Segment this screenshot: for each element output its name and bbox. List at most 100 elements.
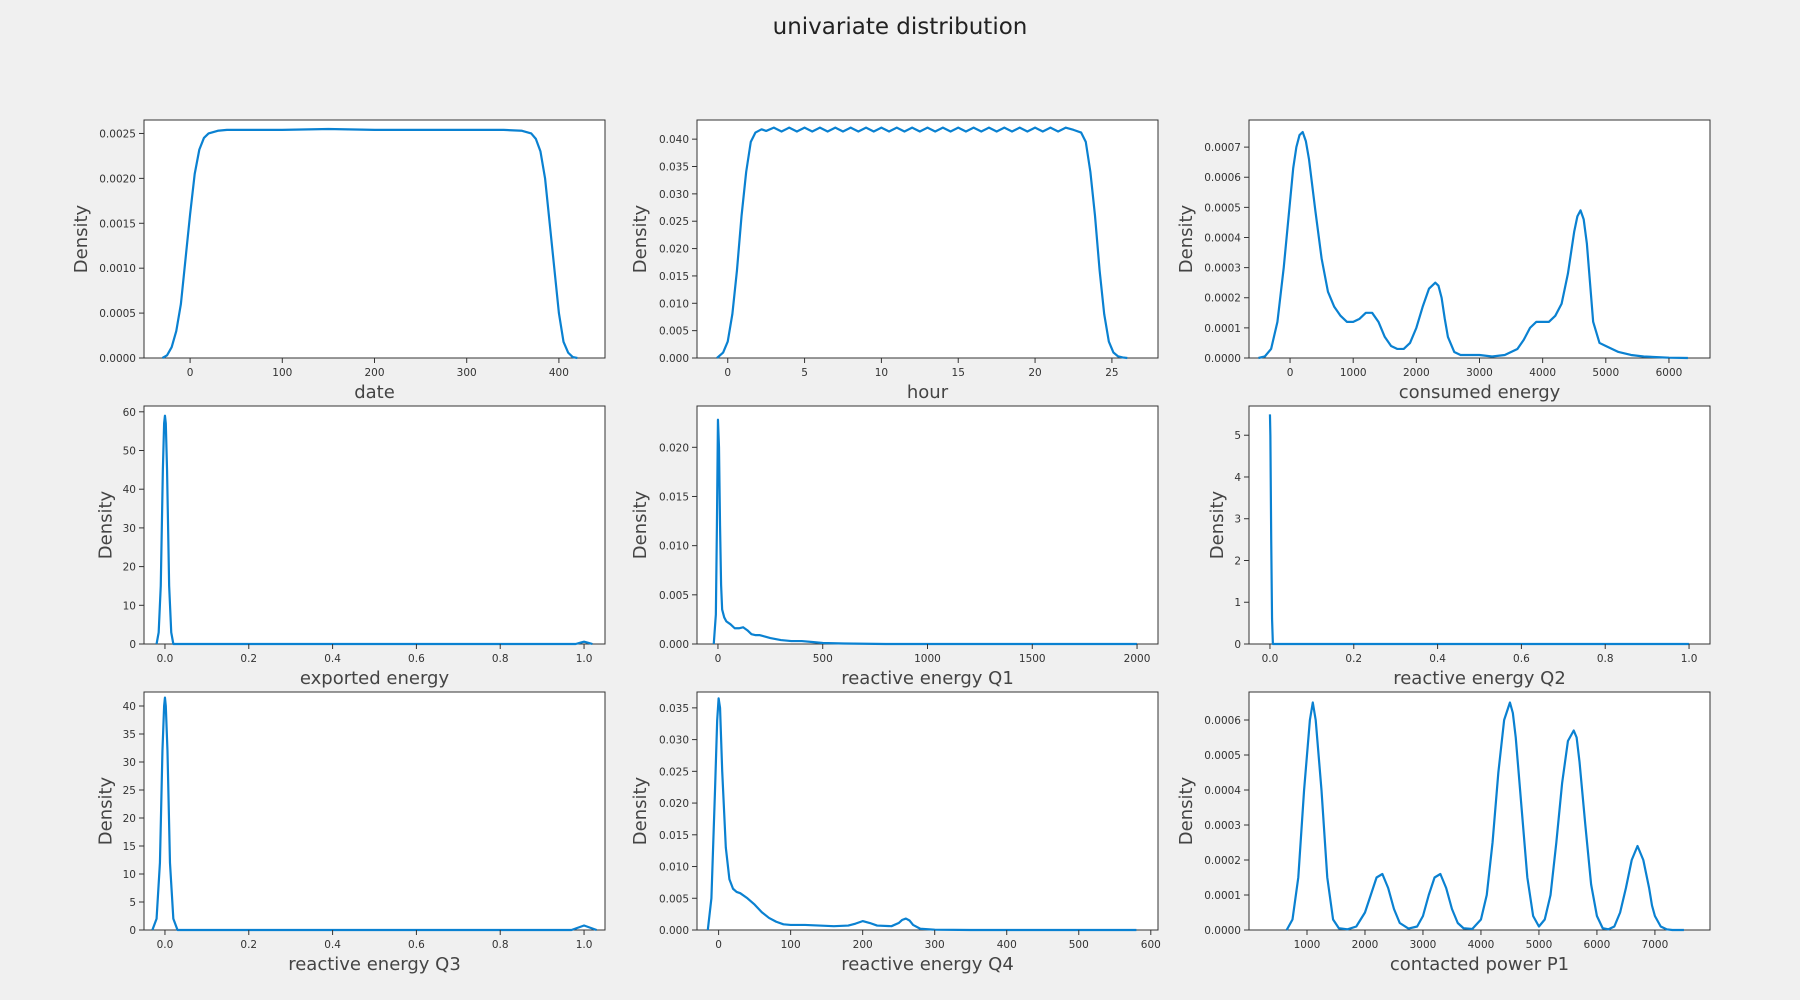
subplot-7: 0.0 0.2 0.4 0.6 0.8 1.0 0 5 10 15 20 25 30 35 40 reacti…: [96, 691, 606, 975]
y-tick-label: 0.035: [659, 162, 689, 174]
plot-area: [143, 119, 606, 359]
x-tick-label: 0: [187, 367, 194, 379]
x-tick-label: 3000: [1466, 367, 1493, 379]
x-tick-label: 2000: [1124, 653, 1151, 665]
x-tick-label: 25: [1105, 367, 1118, 379]
figure-title: univariate distribution: [772, 14, 1028, 40]
y-tick-label: 0: [129, 925, 136, 937]
y-axis-label: Density: [1207, 490, 1228, 559]
y-axis-label: Density: [1176, 776, 1197, 845]
x-tick-label: 100: [272, 367, 292, 379]
y-tick-label: 40: [123, 484, 136, 496]
y-tick-label: 0.0001: [1204, 323, 1241, 335]
y-axis-label: Density: [96, 490, 117, 559]
y-tick-label: 25: [123, 785, 136, 797]
x-tick-label: 6000: [1584, 939, 1611, 951]
y-tick-label: 0.030: [659, 189, 689, 201]
x-axis-label: reactive energy Q3: [288, 954, 461, 975]
density-curve: [716, 126, 1128, 360]
x-tick-label: 10: [875, 367, 888, 379]
y-tick-label: 0.035: [659, 703, 689, 715]
y-axis-label: Density: [630, 204, 651, 273]
subplot-1: 0 100 200 300 400 0.0000 0.0005 0.0010 0.0015 0.0…: [71, 119, 606, 403]
subplot-2: 0 5 10 15 20 25 0.000 0.005 0.010 0.015 0.020 0.025…: [630, 119, 1159, 403]
y-tick-label: 0.005: [659, 893, 689, 905]
y-tick-label: 4: [1234, 472, 1241, 484]
y-tick-label: 0.0003: [1204, 820, 1241, 832]
y-tick-label: 0.005: [659, 590, 689, 602]
x-tick-label: 400: [549, 367, 569, 379]
x-tick-label: 0.2: [240, 939, 257, 951]
density-curve: [161, 127, 578, 360]
y-tick-label: 35: [123, 729, 136, 741]
y-tick-label: 0.000: [659, 925, 689, 937]
plot-area: [696, 119, 1159, 359]
density-curve: [1268, 414, 1690, 646]
y-tick-label: 15: [123, 841, 136, 853]
x-tick-label: 1500: [1019, 653, 1046, 665]
y-tick-label: 0.0002: [1204, 855, 1241, 867]
plot-area: [143, 405, 606, 645]
subplot-9: 1000 2000 3000 4000 5000 6000 7000 0.0000 0.0001…: [1176, 691, 1711, 975]
x-tick-label: 1.0: [576, 939, 593, 951]
x-tick-label: 500: [813, 653, 833, 665]
y-tick-label: 0.0004: [1204, 232, 1241, 244]
y-tick-label: 0: [129, 639, 136, 651]
y-tick-label: 0.0004: [1204, 785, 1241, 797]
x-axis-label: reactive energy Q2: [1393, 668, 1566, 689]
y-tick-label: 0.015: [659, 491, 689, 503]
x-tick-label: 6000: [1656, 367, 1683, 379]
y-tick-label: 0.0015: [99, 218, 136, 230]
plot-area: [143, 691, 606, 931]
y-tick-label: 0.040: [659, 134, 689, 146]
y-tick-label: 0.0000: [1204, 353, 1241, 365]
subplot-8: 0 100 200 300 400 500 600 0.000 0.005 0.010 0.015 0…: [630, 691, 1161, 975]
y-tick-label: 0.0010: [99, 263, 136, 275]
y-tick-label: 2: [1234, 555, 1241, 567]
x-tick-label: 1.0: [576, 653, 593, 665]
y-tick-label: 20: [123, 813, 136, 825]
x-tick-label: 0: [724, 367, 731, 379]
y-tick-label: 0.0025: [99, 128, 136, 140]
x-tick-label: 0.6: [408, 939, 425, 951]
y-tick-label: 0.0000: [1204, 925, 1241, 937]
y-tick-label: 0.020: [659, 442, 689, 454]
x-tick-label: 2000: [1352, 939, 1379, 951]
y-tick-label: 3: [1234, 514, 1241, 526]
y-tick-label: 0.025: [659, 216, 689, 228]
x-tick-label: 0.2: [240, 653, 257, 665]
x-axis-label: consumed energy: [1399, 382, 1561, 403]
y-tick-label: 0.010: [659, 298, 689, 310]
x-tick-label: 5000: [1592, 367, 1619, 379]
x-tick-label: 0.8: [1597, 653, 1614, 665]
y-tick-label: 0.0000: [99, 353, 136, 365]
x-axis-label: date: [354, 382, 395, 403]
y-tick-label: 0.0007: [1204, 142, 1241, 154]
x-tick-label: 0: [715, 939, 722, 951]
y-tick-label: 30: [123, 757, 136, 769]
x-tick-label: 1000: [1340, 367, 1367, 379]
y-tick-label: 0.0006: [1204, 172, 1241, 184]
y-tick-label: 0.0002: [1204, 293, 1241, 305]
x-tick-label: 20: [1028, 367, 1041, 379]
plot-area: [1248, 405, 1711, 645]
y-tick-label: 0.0001: [1204, 890, 1241, 902]
density-curve: [155, 414, 593, 646]
density-curve: [712, 418, 1138, 646]
x-tick-label: 5000: [1526, 939, 1553, 951]
y-tick-label: 0.020: [659, 798, 689, 810]
subplot-6: 0.0 0.2 0.4 0.6 0.8 1.0 0 1 2 3 4 5 reactive energy …: [1207, 405, 1711, 689]
x-tick-label: 0.4: [324, 939, 341, 951]
x-tick-label: 400: [997, 939, 1017, 951]
x-tick-label: 0.0: [157, 653, 174, 665]
y-tick-label: 0.030: [659, 735, 689, 747]
y-axis-label: Density: [96, 776, 117, 845]
y-tick-label: 0.0005: [1204, 202, 1241, 214]
y-tick-label: 5: [1234, 430, 1241, 442]
plot-area: [696, 691, 1159, 931]
x-axis-label: reactive energy Q1: [841, 668, 1014, 689]
y-tick-label: 40: [123, 701, 136, 713]
y-tick-label: 0.0006: [1204, 715, 1241, 727]
